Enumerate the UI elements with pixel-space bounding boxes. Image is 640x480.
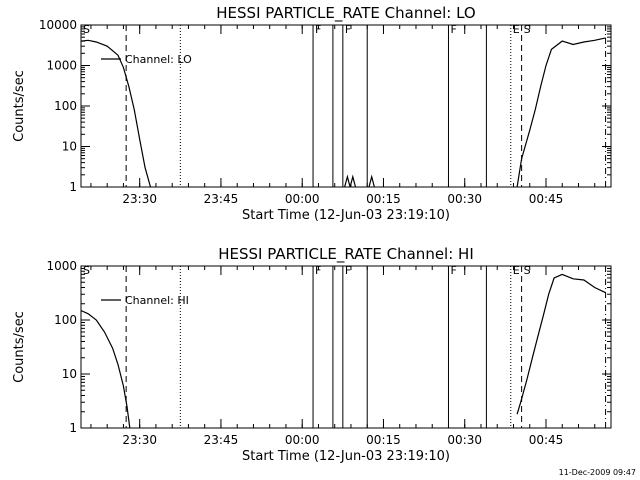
x-tick-label: 23:30: [122, 433, 157, 447]
x-tick-label: 00:45: [529, 192, 564, 206]
x-tick-label: 00:00: [285, 192, 320, 206]
x-axis-label: Start Time (12-Jun-03 23:19:10): [242, 208, 450, 223]
x-axis-label: Start Time (12-Jun-03 23:19:10): [242, 449, 450, 464]
plot-timestamp: 11-Dec-2009 09:47: [558, 468, 636, 477]
event-marker-label: F: [315, 23, 321, 36]
event-marker-label: S: [83, 264, 90, 277]
series-line: [516, 273, 606, 415]
y-tick-label: 100: [54, 313, 77, 327]
series-line: [516, 37, 606, 187]
panel-lo: HESSI PARTICLE_RATE Channel: LO Counts/se…: [12, 4, 612, 223]
series-line: [81, 39, 152, 187]
y-tick-label: 1: [69, 421, 77, 435]
legend-label: Channel: LO: [125, 53, 192, 66]
event-marker-label: S: [524, 23, 531, 36]
series-line: [344, 174, 357, 187]
x-tick-label: 00:00: [285, 433, 320, 447]
y-tick-label: 10: [62, 140, 77, 154]
x-tick-label: 00:30: [447, 192, 482, 206]
x-tick-label: 23:45: [204, 192, 239, 206]
y-axis-label: Counts/sec: [12, 311, 27, 383]
x-tick-label: 00:15: [366, 433, 401, 447]
series-line: [81, 309, 131, 428]
event-marker-label: E: [513, 23, 520, 36]
event-marker-label: S: [524, 264, 531, 277]
plot-frame: [80, 24, 612, 188]
x-tick-label: 23:45: [204, 433, 239, 447]
event-marker-label: F: [345, 264, 351, 277]
y-axis-label: Counts/sec: [12, 70, 27, 142]
y-tick-label: 1000: [46, 59, 77, 73]
legend-label: Channel: HI: [125, 294, 189, 307]
y-tick-label: 10: [62, 367, 77, 381]
event-marker-label: F: [345, 23, 351, 36]
event-marker-label: S: [83, 23, 90, 36]
y-tick-label: 1000: [46, 259, 77, 273]
event-marker-label: F: [450, 23, 456, 36]
y-tick-label: 1: [69, 180, 77, 194]
x-tick-label: 00:15: [366, 192, 401, 206]
x-tick-label: 00:45: [529, 433, 564, 447]
chart-title: HESSI PARTICLE_RATE Channel: LO: [216, 4, 475, 23]
y-tick-label: 10000: [39, 18, 77, 32]
event-marker-label: E: [513, 264, 520, 277]
series-line: [368, 174, 375, 187]
y-tick-label: 100: [54, 99, 77, 113]
x-tick-label: 23:30: [122, 192, 157, 206]
plot-frame: [80, 265, 612, 429]
event-marker-label: F: [315, 264, 321, 277]
panel-hi: HESSI PARTICLE_RATE Channel: HI Counts/se…: [12, 245, 612, 464]
event-marker-label: F: [450, 264, 456, 277]
x-tick-label: 00:30: [447, 433, 482, 447]
chart-title: HESSI PARTICLE_RATE Channel: HI: [218, 245, 474, 264]
